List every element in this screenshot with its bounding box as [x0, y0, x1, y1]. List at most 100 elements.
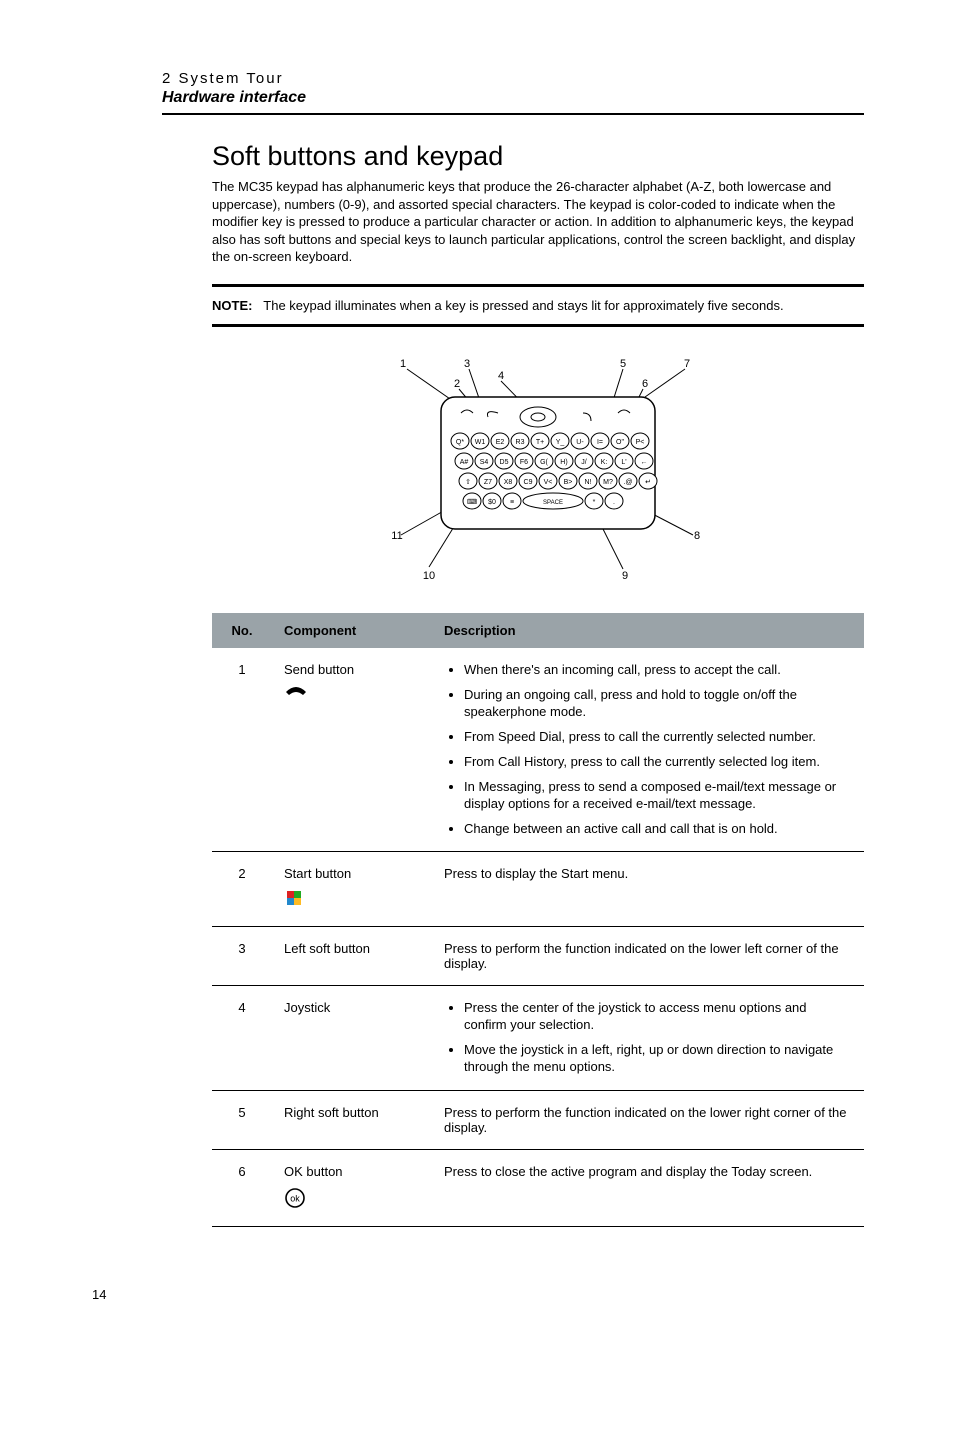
component-table: No. Component Description 1 Send button … [212, 613, 864, 1227]
cell-component: Send button [272, 648, 432, 852]
svg-text:$0: $0 [488, 499, 496, 506]
svg-text:L': L' [621, 459, 626, 466]
callout-4: 4 [498, 370, 504, 382]
table-row: 2 Start button Press to display the Star… [212, 852, 864, 927]
cell-description: Press the center of the joystick to acce… [432, 986, 864, 1091]
callout-5: 5 [620, 358, 626, 370]
cell-no: 3 [212, 927, 272, 986]
page-header: 2 System Tour Hardware interface [162, 70, 864, 115]
cell-no: 2 [212, 852, 272, 927]
svg-text:B>: B> [564, 479, 573, 486]
svg-text:W1: W1 [475, 439, 486, 446]
cell-description: Press to perform the function indicated … [432, 1090, 864, 1149]
svg-text:I=: I= [597, 439, 603, 446]
th-no: No. [212, 613, 272, 648]
svg-text:H): H) [560, 459, 567, 466]
callout-2: 2 [454, 378, 460, 390]
svg-text:T+: T+ [536, 439, 544, 446]
cell-description: Press to close the active program and di… [432, 1149, 864, 1226]
svg-text:.: . [613, 499, 615, 506]
table-row: 3 Left soft button Press to perform the … [212, 927, 864, 986]
table-row: 5 Right soft button Press to perform the… [212, 1090, 864, 1149]
cell-no: 5 [212, 1090, 272, 1149]
bullet: When there's an incoming call, press to … [464, 662, 852, 679]
component-label: Start button [284, 866, 351, 881]
svg-text:↵: ↵ [645, 479, 651, 486]
cell-no: 4 [212, 986, 272, 1091]
svg-text:SPACE: SPACE [543, 500, 563, 506]
svg-text:≡: ≡ [510, 499, 514, 506]
keypad-diagram: 1 2 3 4 5 6 7 8 9 10 11 [212, 357, 864, 587]
svg-text:M?: M? [603, 479, 613, 486]
bullet: From Speed Dial, press to call the curre… [464, 729, 852, 746]
callout-10: 10 [423, 570, 435, 582]
svg-text:G(: G( [540, 459, 548, 466]
cell-component: Left soft button [272, 927, 432, 986]
svg-text:K:: K: [601, 459, 608, 466]
cell-description: Press to perform the function indicated … [432, 927, 864, 986]
intro-paragraph: The MC35 keypad has alphanumeric keys th… [212, 178, 864, 266]
svg-text:Z7: Z7 [484, 479, 492, 486]
svg-text:R3: R3 [516, 439, 525, 446]
bullet: From Call History, press to call the cur… [464, 754, 852, 771]
bullet: Move the joystick in a left, right, up o… [464, 1042, 852, 1076]
th-description: Description [432, 613, 864, 648]
page-number: 14 [92, 1287, 864, 1302]
bullet: Change between an active call and call t… [464, 821, 852, 838]
table-row: 6 OK button ok Press to close the active… [212, 1149, 864, 1226]
chapter-label: 2 System Tour [162, 70, 864, 87]
svg-text:J/: J/ [581, 459, 587, 466]
bullet: Press the center of the joystick to acce… [464, 1000, 852, 1034]
ok-icon: ok [284, 1187, 306, 1212]
svg-text:Y_: Y_ [556, 439, 565, 446]
document-page: 2 System Tour Hardware interface Soft bu… [0, 0, 954, 1352]
bullet: In Messaging, press to send a composed e… [464, 779, 852, 813]
callout-9: 9 [622, 570, 628, 582]
svg-text:⌨: ⌨ [467, 498, 477, 506]
th-component: Component [272, 613, 432, 648]
svg-text:F6: F6 [520, 459, 528, 466]
svg-text:E2: E2 [496, 439, 505, 446]
component-label: OK button [284, 1164, 343, 1179]
callout-3: 3 [464, 358, 470, 370]
callout-6: 6 [642, 378, 648, 390]
phone-icon [284, 685, 308, 702]
svg-text:N!: N! [585, 479, 592, 486]
cell-component: Right soft button [272, 1090, 432, 1149]
section-label: Hardware interface [162, 89, 864, 107]
svg-text:D5: D5 [500, 459, 509, 466]
svg-text:ok: ok [290, 1193, 300, 1203]
svg-text:*: * [593, 499, 596, 506]
callout-8: 8 [694, 530, 700, 542]
table-row: 1 Send button When there's an incoming c… [212, 648, 864, 852]
cell-description: When there's an incoming call, press to … [432, 648, 864, 852]
svg-text:U-: U- [576, 439, 584, 446]
note-block: NOTE: The keypad illuminates when a key … [212, 284, 864, 328]
keypad-svg: 1 2 3 4 5 6 7 8 9 10 11 [323, 357, 753, 587]
svg-text:X8: X8 [504, 479, 513, 486]
svg-text:V<: V< [544, 479, 553, 486]
component-label: Send button [284, 662, 354, 677]
bullet: During an ongoing call, press and hold t… [464, 687, 852, 721]
svg-text:←: ← [641, 459, 648, 466]
heading-soft-buttons: Soft buttons and keypad [212, 141, 864, 172]
cell-description: Press to display the Start menu. [432, 852, 864, 927]
svg-text:.@: .@ [623, 479, 632, 486]
cell-component: OK button ok [272, 1149, 432, 1226]
table-header-row: No. Component Description [212, 613, 864, 648]
cell-component: Start button [272, 852, 432, 927]
svg-text:P<: P< [636, 439, 645, 446]
svg-text:O": O" [616, 439, 624, 446]
svg-text:⇧: ⇧ [465, 478, 471, 486]
svg-text:C9: C9 [524, 479, 533, 486]
callout-1: 1 [400, 358, 406, 370]
cell-no: 6 [212, 1149, 272, 1226]
table-row: 4 Joystick Press the center of the joyst… [212, 986, 864, 1091]
flag-icon [284, 889, 304, 912]
callout-11: 11 [391, 530, 402, 542]
svg-text:A#: A# [460, 459, 469, 466]
callout-7: 7 [684, 358, 690, 370]
svg-text:S4: S4 [480, 459, 489, 466]
cell-component: Joystick [272, 986, 432, 1091]
note-text: The keypad illuminates when a key is pre… [263, 298, 783, 313]
